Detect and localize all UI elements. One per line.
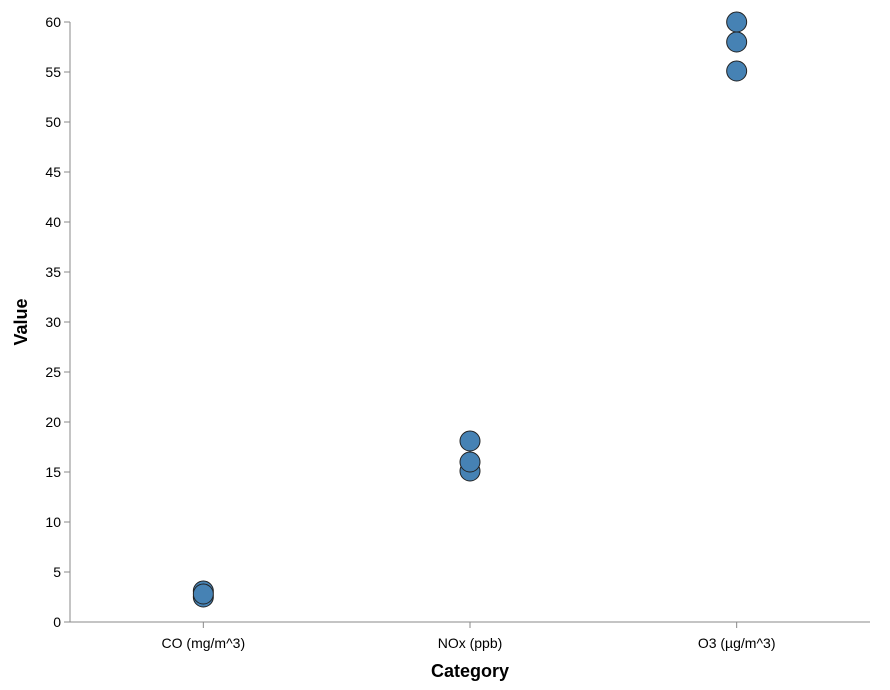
data-points: [192, 11, 748, 608]
y-tick-label: 30: [45, 314, 61, 330]
y-tick-label: 50: [45, 114, 61, 130]
data-point: [459, 430, 481, 452]
data-point: [192, 583, 214, 605]
y-tick-label: 25: [45, 364, 61, 380]
x-tick-label: O3 (µg/m^3): [698, 635, 776, 651]
y-tick-label: 10: [45, 514, 61, 530]
y-tick-label: 45: [45, 164, 61, 180]
y-tick-label: 35: [45, 264, 61, 280]
x-axis-title: Category: [431, 661, 509, 681]
y-tick-label: 15: [45, 464, 61, 480]
x-tick-label: CO (mg/m^3): [162, 635, 246, 651]
data-point: [459, 451, 481, 473]
y-tick-label: 5: [53, 564, 61, 580]
y-axis-title: Value: [11, 298, 31, 345]
data-point: [726, 11, 748, 33]
data-point: [726, 31, 748, 53]
data-point: [726, 60, 748, 82]
y-axis: 0 5 10 15 20 25 30 35 40 45 50 55 60: [45, 14, 71, 630]
x-axis: CO (mg/m^3) NOx (ppb) O3 (µg/m^3): [70, 621, 870, 651]
x-tick-label: NOx (ppb): [438, 635, 503, 651]
y-tick-label: 60: [45, 14, 61, 30]
y-tick-label: 20: [45, 414, 61, 430]
y-tick-label: 55: [45, 64, 61, 80]
y-tick-label: 0: [53, 614, 61, 630]
y-tick-label: 40: [45, 214, 61, 230]
